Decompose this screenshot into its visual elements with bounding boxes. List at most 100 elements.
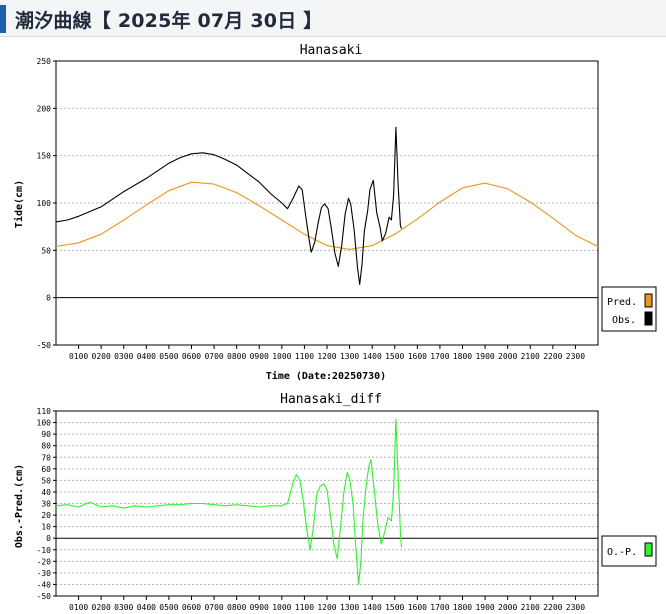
x-tick-label: 0800	[227, 352, 246, 361]
grid	[56, 107, 598, 251]
legend-label-diff: O.-P.	[607, 547, 637, 558]
x-tick-label: 1600	[408, 352, 427, 361]
diff-chart: Hanasaki_diff -50 -40 -30 -20 -10 0 10 20 30 40 50…	[14, 392, 657, 612]
y-tick-label: -50	[37, 341, 52, 350]
chart-title: Hanasaki_diff	[280, 392, 382, 407]
y-tick-label: 80	[41, 442, 51, 451]
y-tick-label: 30	[41, 500, 51, 509]
y-tick-label: 100	[37, 419, 52, 428]
y-tick-label: 50	[41, 246, 51, 255]
page-title: 潮汐曲線【 2025年 07月 30日 】	[15, 10, 323, 32]
y-tick-label: 20	[41, 511, 51, 520]
x-tick-label: 2000	[498, 352, 517, 361]
x-tick-label: 0400	[137, 352, 156, 361]
y-tick-label: 100	[37, 199, 52, 208]
y-tick-label: 110	[37, 407, 52, 416]
x-tick-label: 1400	[363, 352, 382, 361]
legend-label-obs: Obs.	[612, 315, 636, 326]
y-tick-label: -20	[37, 557, 52, 566]
x-tick-label: 2100	[521, 352, 540, 361]
y-tick-label: -40	[37, 580, 52, 589]
x-tick-label: 0500	[159, 352, 178, 361]
page-header: 潮汐曲線【 2025年 07月 30日 】	[0, 0, 666, 37]
x-tick-label: 1600	[408, 603, 427, 612]
y-axis-label: Obs.-Pred.(cm)	[14, 464, 25, 548]
x-tick-label: 2100	[521, 603, 540, 612]
y-tick-label: 250	[37, 57, 52, 66]
x-tick-label: 1700	[430, 603, 449, 612]
x-tick-label: 1100	[295, 603, 314, 612]
x-tick-label: 0700	[204, 603, 223, 612]
x-tick-label: 2200	[543, 603, 562, 612]
x-tick-label: 0200	[92, 603, 111, 612]
x-tick-label: 0700	[204, 352, 223, 361]
legend: O.-P.	[601, 535, 657, 567]
legend-label-pred: Pred.	[607, 297, 637, 308]
y-tick-label: 150	[37, 152, 52, 161]
y-tick-label: 200	[37, 104, 52, 113]
series-group	[55, 126, 599, 285]
y-tick-label: 0	[46, 294, 51, 303]
series-line-pred	[55, 181, 599, 250]
x-tick-label: 1100	[295, 352, 314, 361]
x-tick-label: 0900	[250, 352, 269, 361]
x-tick-label: 0400	[137, 603, 156, 612]
x-tick-label: 1400	[363, 603, 382, 612]
x-tick-label: 0800	[227, 603, 246, 612]
x-tick-label: 1500	[385, 352, 404, 361]
x-tick-label: 2300	[566, 352, 585, 361]
x-tick-label: 1200	[317, 352, 336, 361]
y-axis-ticks: -50 0 50 100 150 200 250	[37, 57, 56, 350]
y-tick-label: 90	[41, 430, 51, 439]
series-line-obs	[55, 126, 403, 285]
x-tick-label: 0200	[92, 352, 111, 361]
plot-frame	[55, 60, 599, 346]
series-line-o-p	[55, 418, 403, 585]
series-group	[55, 418, 403, 585]
x-tick-label: 0300	[114, 603, 133, 612]
legend: Pred. Obs.	[601, 286, 657, 332]
y-tick-label: 70	[41, 453, 51, 462]
x-tick-label: 0900	[250, 603, 269, 612]
x-tick-label: 1300	[340, 352, 359, 361]
x-tick-label: 1700	[430, 352, 449, 361]
tide-chart: Hanasaki -50 0 50 100 150 200 250 0100 0200 0300…	[13, 43, 657, 382]
plot-frame	[55, 410, 599, 597]
y-tick-label: 60	[41, 465, 51, 474]
x-tick-label: 1800	[453, 603, 472, 612]
x-tick-label: 2300	[566, 603, 585, 612]
legend-swatch-diff	[644, 542, 653, 557]
legend-swatch-obs	[644, 311, 653, 326]
x-tick-label: 0500	[159, 603, 178, 612]
x-tick-label: 1900	[475, 603, 494, 612]
y-tick-label: 50	[41, 476, 51, 485]
x-tick-label: 1500	[385, 603, 404, 612]
x-tick-label: 1800	[453, 352, 472, 361]
x-tick-label: 0100	[69, 352, 88, 361]
y-tick-label: -50	[37, 592, 52, 601]
y-tick-label: 40	[41, 488, 51, 497]
grid	[56, 422, 598, 585]
chart-title: Hanasaki	[300, 43, 363, 58]
y-tick-label: 0	[46, 534, 51, 543]
x-tick-label: 1900	[475, 352, 494, 361]
x-tick-label: 2000	[498, 603, 517, 612]
header-accent-bar	[0, 5, 6, 33]
x-tick-label: 1000	[272, 352, 291, 361]
x-tick-label: 1200	[317, 603, 336, 612]
x-tick-label: 2200	[543, 352, 562, 361]
x-tick-label: 0100	[69, 603, 88, 612]
legend-swatch-pred	[644, 293, 653, 308]
x-tick-label: 1000	[272, 603, 291, 612]
x-tick-label: 0600	[182, 603, 201, 612]
x-axis-label: Time (Date:20250730)	[266, 370, 386, 382]
x-axis-ticks: 0100 0200 0300 0400 0500 0600 0700 0800 0900 1000…	[69, 596, 585, 612]
x-tick-label: 0600	[182, 352, 201, 361]
y-tick-label: -30	[37, 569, 52, 578]
y-tick-label: 10	[41, 523, 51, 532]
x-tick-label: 0300	[114, 352, 133, 361]
x-tick-label: 1300	[340, 603, 359, 612]
x-axis-ticks: 0100 0200 0300 0400 0500 0600 0700 0800 0900 1000…	[69, 345, 585, 361]
y-tick-label: -10	[37, 546, 52, 555]
